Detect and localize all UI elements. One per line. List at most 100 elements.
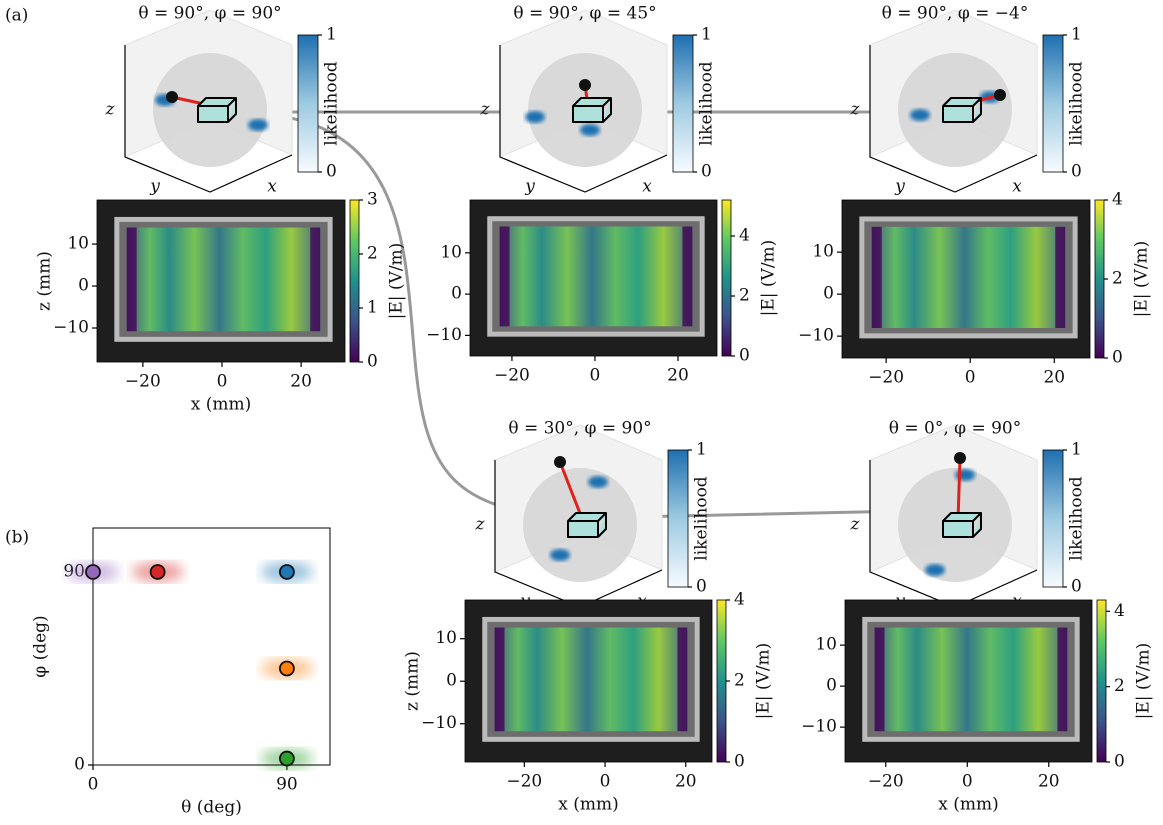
axis-label: z	[480, 100, 491, 120]
field-edge	[495, 628, 505, 732]
y-tick-label: 0	[451, 284, 462, 304]
figure: (a) (b) z y x θ = 90°, φ = 90° 0 1 likelihood −…	[0, 0, 1163, 825]
colorbar-tick-label: 2	[1112, 269, 1123, 289]
likelihood-blob	[910, 109, 930, 121]
x-tick-label: 0	[217, 372, 228, 392]
axis-label: z	[850, 515, 861, 535]
x-tick-label: 20	[675, 772, 697, 792]
colorbar-tick-label: 2	[1114, 676, 1125, 696]
colorbar-tick-label: 1	[1071, 440, 1082, 460]
field-edge	[875, 628, 885, 732]
x-axis-label: x (mm)	[558, 795, 619, 815]
colorbar-label: likelihood	[1067, 61, 1087, 146]
field-overlay	[495, 628, 688, 732]
colorbar-label: likelihood	[322, 61, 342, 146]
colorbar-tick-label: 4	[734, 590, 745, 610]
colorbar	[673, 35, 693, 172]
source-dot	[554, 456, 566, 468]
source-dot	[579, 79, 591, 91]
x-tick-label: 90	[276, 775, 298, 795]
x-tick-label: −20	[494, 366, 530, 386]
source-dot	[954, 452, 966, 464]
field-overlay	[872, 227, 1065, 328]
field-edge	[872, 227, 882, 328]
y-tick-label: −10	[798, 326, 834, 346]
axis-label: x	[642, 177, 652, 197]
colorbar-label: likelihood	[1067, 476, 1087, 561]
field-edge	[127, 228, 137, 332]
chart-title: θ = 0°, φ = 90°	[889, 419, 1022, 439]
likelihood-blob	[525, 111, 545, 123]
x-tick-label: −20	[125, 372, 161, 392]
colorbar	[668, 450, 688, 587]
axis-label: x	[1012, 177, 1022, 197]
x-tick-label: 0	[962, 772, 973, 792]
x-axis-label: x (mm)	[938, 795, 999, 815]
y-tick-label: 10	[815, 635, 837, 655]
point	[151, 565, 165, 579]
x-axis-label: θ (deg)	[181, 798, 242, 818]
colorbar-tick-label: 2	[734, 671, 745, 691]
chart-title: θ = 30°, φ = 90°	[508, 419, 651, 439]
y-axis-label: z (mm)	[35, 251, 55, 311]
likelihood-blob	[580, 124, 600, 136]
y-tick-label: 0	[823, 284, 834, 304]
colorbar-tick-label: 0	[739, 346, 750, 366]
colorbar-tick-label: 1	[701, 25, 712, 45]
colorbar-tick-label: 1	[1071, 25, 1082, 45]
x-tick-label: 0	[965, 368, 976, 388]
colorbar-tick-label: 1	[326, 25, 337, 45]
point	[280, 752, 294, 766]
axis-label: z	[105, 100, 116, 120]
y-tick-label: −10	[421, 713, 457, 733]
likelihood-blob	[588, 476, 608, 488]
panel-label: (b)	[5, 528, 29, 548]
field-overlay	[127, 228, 320, 332]
x-tick-label: −20	[506, 772, 542, 792]
colorbar-tick-label: 0	[696, 577, 707, 597]
chart-title: θ = 90°, φ = 45°	[513, 4, 656, 24]
likelihood-blob	[550, 549, 570, 561]
y-axis-label: z (mm)	[403, 651, 423, 711]
colorbar-tick-label: 0	[367, 352, 378, 372]
colorbar	[1043, 35, 1063, 172]
colorbar-tick-label: 4	[1112, 190, 1123, 210]
axis-label: y	[894, 177, 905, 197]
panel-label: (a)	[5, 6, 28, 26]
chart-title: θ = 90°, φ = 90°	[138, 4, 281, 24]
colorbar	[1043, 450, 1063, 587]
colorbar-tick-label: 0	[1071, 162, 1082, 182]
axis-label: z	[475, 515, 486, 535]
chart-title: θ = 90°, φ = −4°	[882, 4, 1029, 24]
field-edge	[1057, 628, 1067, 732]
y-tick-label: 0	[446, 671, 457, 691]
colorbar	[1095, 200, 1104, 358]
colorbar-tick-label: 4	[1114, 601, 1125, 621]
colorbar-tick-label: 2	[367, 244, 378, 264]
direction-arrow	[958, 458, 960, 521]
y-tick-label: 10	[812, 242, 834, 262]
x-tick-label: 0	[600, 772, 611, 792]
colorbar	[350, 200, 359, 362]
y-tick-label: −10	[426, 325, 462, 345]
point	[280, 565, 294, 579]
colorbar-tick-label: 1	[696, 440, 707, 460]
colorbar-tick-label: 0	[701, 162, 712, 182]
field-edge	[500, 227, 510, 327]
likelihood-blob	[248, 119, 268, 131]
x-tick-label: 0	[88, 775, 99, 795]
colorbar-tick-label: 4	[739, 226, 750, 246]
x-tick-label: 0	[590, 366, 601, 386]
y-tick-label: −10	[801, 717, 837, 737]
y-tick-label: −10	[53, 318, 89, 338]
y-tick-label: 0	[78, 276, 89, 296]
colorbar-label: |E| (V/m)	[1134, 643, 1154, 720]
colorbar-label: |E| (V/m)	[759, 240, 779, 317]
colorbar	[1097, 600, 1106, 762]
x-tick-label: 20	[667, 366, 689, 386]
source-dot	[994, 89, 1006, 101]
x-axis-label: x (mm)	[191, 395, 252, 415]
axis-label: z	[850, 100, 861, 120]
axis-label: x	[267, 177, 277, 197]
source-dot	[166, 91, 178, 103]
